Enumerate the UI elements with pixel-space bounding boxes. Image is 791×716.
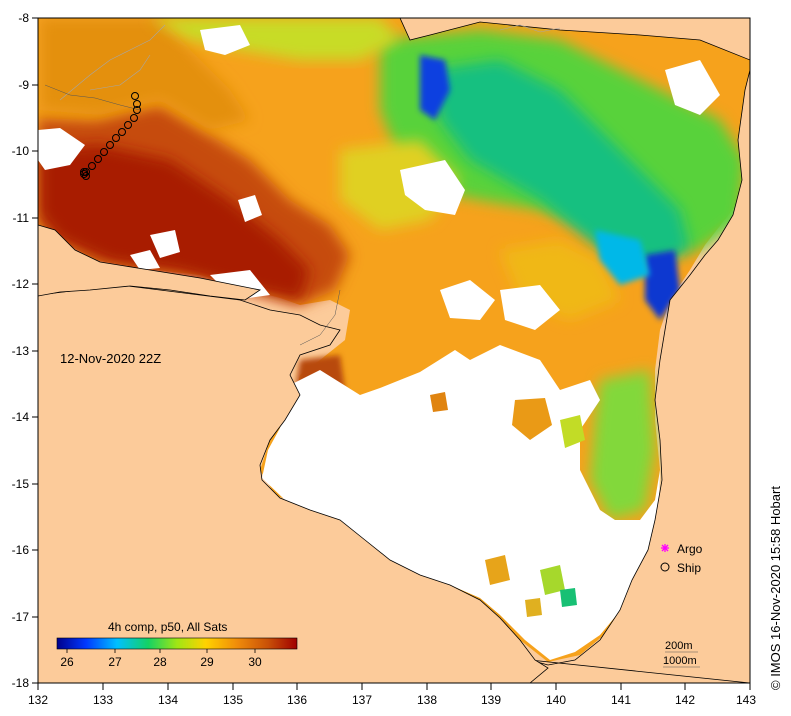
depth-200m: 200m xyxy=(665,640,693,652)
credit-text: © IMOS 16-Nov-2020 15:58 Hobart xyxy=(768,486,783,690)
rivers xyxy=(59,24,561,101)
x-tick-142: 142 xyxy=(675,693,695,707)
y-tick-m14: -14 xyxy=(12,410,30,424)
colorbar: 4h comp, p50, All Sats 26 27 28 29 30 xyxy=(56,620,298,669)
y-tick-m16: -16 xyxy=(12,543,30,557)
x-axis xyxy=(37,683,751,690)
depth-contours xyxy=(44,84,341,346)
y-axis xyxy=(32,17,38,684)
x-tick-138: 138 xyxy=(417,693,437,707)
x-tick-141: 141 xyxy=(611,693,631,707)
x-tick-139: 139 xyxy=(481,693,501,707)
ship-icon xyxy=(660,562,670,572)
colorbar-tick-28: 28 xyxy=(153,655,167,669)
y-tick-m8: -8 xyxy=(18,11,29,25)
colorbar-title: 4h comp, p50, All Sats xyxy=(108,620,227,634)
sst-speckles xyxy=(430,392,585,617)
x-tick-134: 134 xyxy=(158,693,178,707)
x-tick-132: 132 xyxy=(28,693,48,707)
x-tick-133: 133 xyxy=(93,693,113,707)
x-tick-143: 143 xyxy=(736,693,756,707)
legend-ship-label: Ship xyxy=(677,561,701,575)
y-tick-m17: -17 xyxy=(12,610,30,624)
ship-track xyxy=(80,92,141,180)
legend: Argo Ship xyxy=(660,542,703,575)
x-tick-137: 137 xyxy=(352,693,372,707)
colorbar-tick-27: 27 xyxy=(108,655,122,669)
x-tick-labels: 132 133 134 135 136 137 138 139 140 141 … xyxy=(28,693,756,707)
timestamp-label: 12-Nov-2020 22Z xyxy=(60,351,161,366)
colorbar-tick-29: 29 xyxy=(200,655,214,669)
y-tick-m15: -15 xyxy=(12,477,30,491)
y-tick-m11: -11 xyxy=(13,211,30,225)
y-tick-m13: -13 xyxy=(12,344,30,358)
colorbar-tick-30: 30 xyxy=(248,655,262,669)
y-tick-labels: -8 -9 -10 -11 -12 -13 -14 -15 -16 -17 -1… xyxy=(12,11,30,690)
x-tick-135: 135 xyxy=(223,693,243,707)
land-masses xyxy=(38,18,750,683)
x-tick-136: 136 xyxy=(287,693,307,707)
depth-key: 200m 1000m xyxy=(663,640,700,668)
colorbar-gradient xyxy=(56,637,298,650)
argo-icon xyxy=(661,544,669,552)
y-tick-m10: -10 xyxy=(12,144,30,158)
y-tick-m9: -9 xyxy=(18,78,29,92)
colorbar-tick-26: 26 xyxy=(60,655,74,669)
y-tick-m18: -18 xyxy=(12,676,30,690)
x-tick-140: 140 xyxy=(546,693,566,707)
depth-1000m: 1000m xyxy=(663,655,697,667)
legend-argo-label: Argo xyxy=(677,542,703,556)
y-tick-m12: -12 xyxy=(12,277,30,291)
